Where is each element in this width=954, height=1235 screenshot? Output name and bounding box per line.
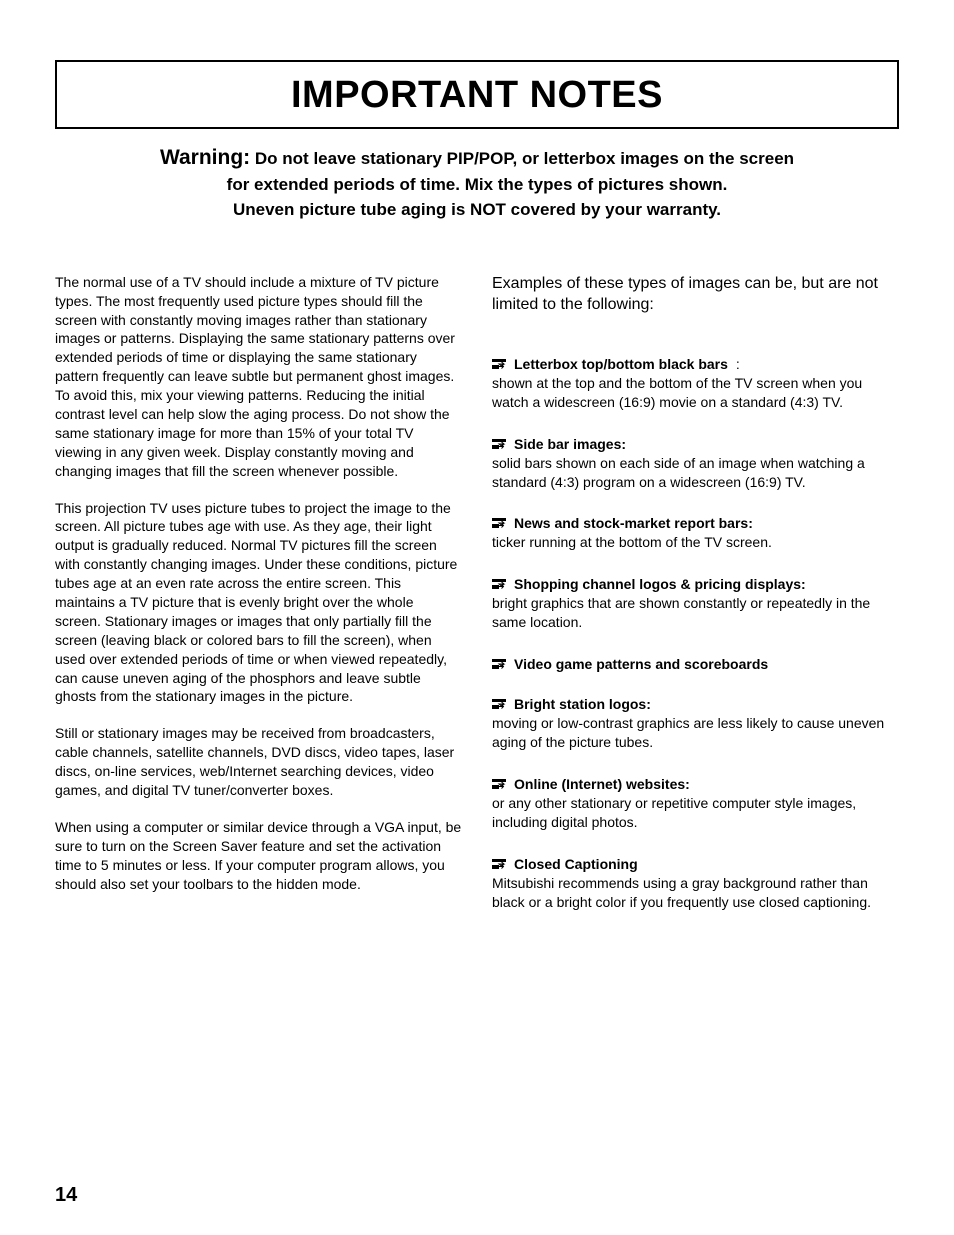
left-para-2: This projection TV uses picture tubes to… [55, 499, 462, 707]
example-item-title: News and stock-market report bars: [514, 515, 753, 531]
warning-line-1: Do not leave stationary PIP/POP, or lett… [255, 149, 794, 168]
arrow-bullet-icon [492, 699, 506, 709]
arrow-bullet-icon [492, 518, 506, 528]
example-item-head: Closed Captioning [492, 856, 899, 872]
warning-label: Warning: [160, 146, 250, 169]
example-item: News and stock-market report bars: ticker… [492, 515, 899, 552]
example-item-desc: ticker running at the bottom of the TV s… [492, 533, 899, 552]
arrow-bullet-icon [492, 859, 506, 869]
example-item-title: Shopping channel logos & pricing display… [514, 576, 806, 592]
examples-intro: Examples of these types of images can be… [492, 273, 899, 316]
content-columns: The normal use of a TV should include a … [55, 273, 899, 936]
example-item-head: Video game patterns and scoreboards [492, 656, 899, 672]
example-item-desc: Mitsubishi recommends using a gray backg… [492, 874, 899, 912]
example-item-head: Bright station logos: [492, 696, 899, 712]
example-item-title: Closed Captioning [514, 856, 638, 872]
example-item: Bright station logos: moving or low-contr… [492, 696, 899, 752]
example-item-head: Side bar images: [492, 436, 899, 452]
example-item-head: News and stock-market report bars: [492, 515, 899, 531]
warning-block: Warning: Do not leave stationary PIP/POP… [75, 143, 879, 223]
right-column: Examples of these types of images can be… [492, 273, 899, 936]
example-item: Video game patterns and scoreboards [492, 656, 899, 672]
example-item-desc: or any other stationary or repetitive co… [492, 794, 899, 832]
example-item-desc: bright graphics that are shown constantl… [492, 594, 899, 632]
arrow-bullet-icon [492, 359, 506, 369]
warning-line-2: for extended periods of time. Mix the ty… [227, 175, 728, 194]
example-item-head: Online (Internet) websites: [492, 776, 899, 792]
example-item: Online (Internet) websites: or any other … [492, 776, 899, 832]
example-item-title: Video game patterns and scoreboards [514, 656, 768, 672]
example-item-desc: solid bars shown on each side of an imag… [492, 454, 899, 492]
left-para-3: Still or stationary images may be receiv… [55, 724, 462, 800]
example-item-suffix: : [736, 356, 740, 372]
example-item-title: Online (Internet) websites: [514, 776, 690, 792]
example-item-desc: moving or low-contrast graphics are less… [492, 714, 899, 752]
left-para-1: The normal use of a TV should include a … [55, 273, 462, 481]
example-item: Closed Captioning Mitsubishi recommends u… [492, 856, 899, 912]
warning-text: Warning: Do not leave stationary PIP/POP… [75, 143, 879, 223]
left-column: The normal use of a TV should include a … [55, 273, 462, 936]
example-item-head: Letterbox top/bottom black bars: [492, 356, 899, 372]
example-item: Shopping channel logos & pricing display… [492, 576, 899, 632]
example-item: Letterbox top/bottom black bars: shown at… [492, 356, 899, 412]
examples-list: Letterbox top/bottom black bars: shown at… [492, 356, 899, 912]
example-item-title: Bright station logos: [514, 696, 651, 712]
page-number: 14 [55, 1184, 77, 1207]
arrow-bullet-icon [492, 579, 506, 589]
title-box: IMPORTANT NOTES [55, 60, 899, 129]
example-item-title: Letterbox top/bottom black bars [514, 356, 728, 372]
warning-line-3: Uneven picture tube aging is NOT covered… [233, 200, 721, 219]
example-item: Side bar images: solid bars shown on each… [492, 436, 899, 492]
example-item-desc: shown at the top and the bottom of the T… [492, 374, 899, 412]
arrow-bullet-icon [492, 439, 506, 449]
arrow-bullet-icon [492, 659, 506, 669]
example-item-title: Side bar images: [514, 436, 626, 452]
left-para-4: When using a computer or similar device … [55, 818, 462, 894]
arrow-bullet-icon [492, 779, 506, 789]
example-item-head: Shopping channel logos & pricing display… [492, 576, 899, 592]
page-title: IMPORTANT NOTES [57, 74, 897, 117]
